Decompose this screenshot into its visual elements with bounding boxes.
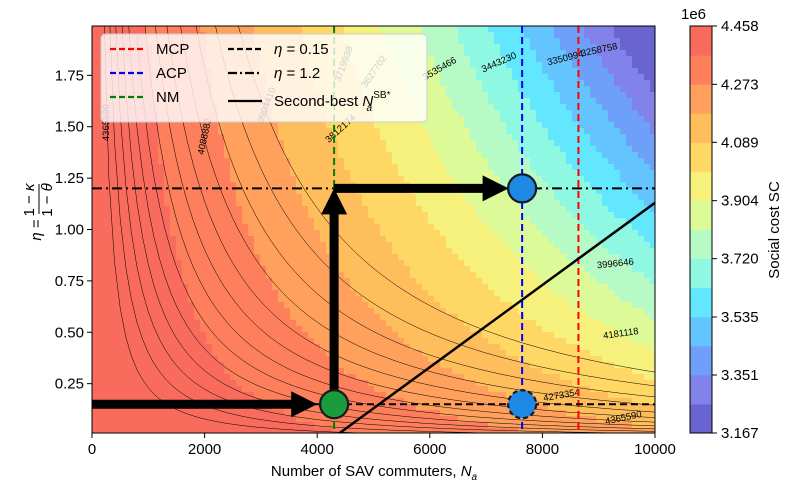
colorbar-band: [690, 229, 712, 260]
colorbar-tick-label: 3.720: [721, 251, 759, 268]
contour-line: [155, 26, 655, 418]
marker: [507, 173, 538, 204]
x-tick-label: 2000: [188, 441, 221, 458]
contour-line: [121, 26, 655, 432]
x-tick-label: 8000: [526, 441, 559, 458]
colorbar-label: Social cost SC: [766, 181, 783, 279]
legend-label: Second-best NSB* a: [274, 90, 391, 114]
y-tick-label: 0.50: [55, 324, 84, 341]
y-tick-label: 0.75: [55, 273, 84, 290]
contour-label: 4181118: [602, 326, 639, 342]
contour-line: [166, 26, 655, 413]
colorbar-band: [690, 26, 712, 56]
path-arrow: [334, 175, 509, 202]
contour-line: [180, 26, 655, 406]
marker: [318, 389, 350, 420]
colorbar-band: [690, 374, 712, 405]
contour-line: [128, 26, 655, 430]
colorbar-tick-label: 4.458: [721, 18, 759, 35]
contour-line: [136, 36, 655, 427]
y-tick-label: 1.50: [55, 119, 84, 136]
legend-label: NM: [156, 89, 179, 106]
x-tick-label: 10000: [634, 441, 676, 458]
legend-label: η = 0.15: [274, 41, 329, 58]
colorbar-band: [690, 142, 712, 172]
y-tick-label: 1.00: [55, 222, 84, 239]
colorbar-tick-label: 3.904: [721, 193, 759, 210]
legend-box: [100, 33, 428, 123]
contour-label: 3996646: [596, 257, 634, 272]
legend-label: η = 1.2: [274, 65, 320, 82]
colorbar-tick-label: 4.089: [721, 134, 759, 151]
contour-line: [104, 26, 371, 433]
path-arrows: [92, 175, 509, 418]
colorbar-tick-label: 4.273: [721, 76, 759, 93]
colorbar-band: [690, 55, 712, 85]
legend: MCP ACP NM η = 0.15 η = 1.2 Second-best NSB* a: [100, 33, 428, 123]
colorbar-band: [690, 113, 712, 143]
x-tick-label: 4000: [301, 441, 334, 458]
path-arrow: [321, 188, 348, 405]
contour-line: [238, 26, 655, 373]
colorbar-band: [690, 258, 712, 289]
contour-label: 4365590: [101, 104, 112, 141]
legend-label: MCP: [156, 41, 189, 58]
colorbar-exponent: 1e6: [681, 6, 706, 23]
colorbar-band: [690, 287, 712, 318]
second-best-line: [338, 201, 655, 433]
contour-lines: [104, 26, 655, 433]
colorbar-tick-label: 3.535: [721, 309, 759, 326]
x-tick-label: 0: [88, 441, 96, 458]
colorbar-band: [690, 171, 712, 201]
colorbar-tick-label: 3.351: [721, 367, 759, 384]
path-arrow: [92, 391, 318, 418]
equilibrium-markers: [318, 173, 538, 420]
contour-line: [215, 26, 655, 387]
y-axis-label: η = 1 − κ 1 − θ: [21, 182, 56, 241]
y-axis-ticks: 0.25 0.50 0.75 1.00 1.25 1.50 1.75: [55, 67, 92, 393]
contour-line: [144, 26, 655, 423]
y-tick-label: 0.25: [55, 376, 84, 393]
legend-label: ACP: [156, 65, 187, 82]
x-axis-ticks: 0 2000 4000 6000 8000 10000: [88, 433, 676, 458]
contour-line: [115, 26, 641, 433]
colorbar-band: [690, 345, 712, 376]
colorbar: 3.167 3.351 3.535 3.720 3.904 4.089 4.273 4.458: [689, 18, 759, 442]
contour-line: [195, 26, 655, 398]
colorbar-tick-label: 3.167: [721, 425, 759, 442]
colorbar-frame: [689, 25, 713, 434]
colorbar-band: [690, 200, 712, 230]
y-tick-label: 1.25: [55, 170, 84, 187]
y-tick-label: 1.75: [55, 67, 84, 84]
x-tick-label: 6000: [413, 441, 446, 458]
colorbar-band: [690, 316, 712, 347]
colorbar-band: [690, 403, 712, 434]
colorbar-band: [690, 84, 712, 114]
marker: [507, 389, 538, 420]
x-axis-label: Number of SAV commuters, Na: [271, 463, 478, 483]
